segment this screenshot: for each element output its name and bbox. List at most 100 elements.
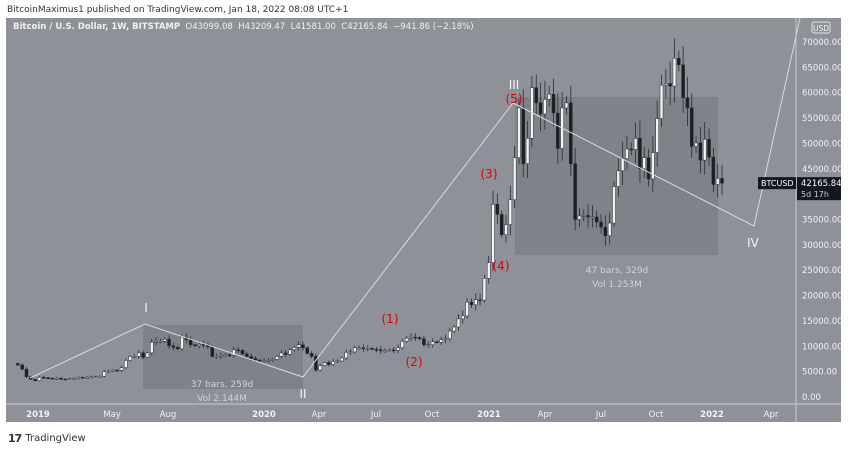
time-tick-label: May [103, 410, 121, 420]
candle [150, 338, 154, 356]
candle [538, 82, 543, 132]
candle [305, 346, 310, 355]
candle [577, 207, 582, 227]
candle-body [288, 349, 292, 355]
candle-body [240, 350, 245, 355]
candle-body [370, 348, 374, 350]
candle-body [24, 368, 29, 377]
candle [124, 358, 128, 370]
candle [353, 346, 357, 354]
candle-body [72, 378, 76, 380]
candle-body [193, 344, 197, 347]
time-tick-label: Jul [595, 410, 606, 420]
candle [201, 340, 206, 349]
time-tick-label: Apr [764, 410, 779, 420]
candle [564, 95, 569, 115]
candle [391, 346, 396, 353]
candle [318, 363, 322, 372]
last-price-tag [797, 177, 841, 201]
tradingview-logo[interactable]: 17 TradingView [8, 432, 86, 445]
candle-body [16, 363, 20, 366]
bar-countdown: 5d 17h [801, 190, 829, 199]
candle [603, 215, 608, 246]
candle [154, 337, 158, 346]
candle-body [253, 358, 258, 361]
candle-body [266, 360, 271, 362]
candle-body [504, 224, 508, 235]
candle [227, 353, 232, 357]
candle [171, 342, 176, 351]
candle-body [292, 347, 297, 351]
candle-body [409, 336, 413, 339]
candle-body [564, 102, 569, 109]
candle-body [616, 170, 621, 187]
candle-body [106, 370, 111, 373]
price-tick-label: 70000.00 [802, 38, 841, 48]
candle [465, 298, 469, 319]
candle-body [495, 204, 500, 215]
candle-body [331, 361, 335, 365]
candle [400, 338, 405, 350]
candle-body [681, 64, 685, 99]
range-volume-label: Vol 1.253M [592, 280, 642, 290]
candle-body [646, 157, 651, 180]
candle [422, 335, 426, 347]
price-tick-label: 65000.00 [802, 63, 841, 73]
candle-body [422, 338, 426, 346]
candle [677, 50, 681, 72]
candle-body [417, 337, 422, 339]
candle-body [20, 364, 24, 370]
price-tick-label: 55000.00 [802, 114, 841, 124]
candle-body [305, 347, 310, 354]
candle [327, 360, 331, 367]
candle-body [378, 349, 383, 352]
candle-body [340, 357, 344, 362]
candle-body [223, 354, 227, 357]
candle-body [439, 339, 443, 343]
candle [698, 126, 703, 174]
candle-body [633, 138, 638, 150]
candle [93, 375, 98, 378]
candle-body [37, 376, 42, 382]
price-tick-label: 0.00 [802, 393, 821, 403]
candle [106, 369, 111, 374]
candle [162, 337, 167, 344]
price-tick-label: 5000.00 [802, 368, 837, 378]
candle-body [668, 83, 672, 87]
candle [426, 341, 430, 349]
candle-body [543, 99, 547, 115]
candle [685, 76, 690, 127]
candle-body [46, 377, 50, 379]
candle-body [694, 142, 698, 147]
candle [266, 357, 271, 363]
chart-pane[interactable]: I II III IV (5) (3) (4) (1) (2) 37 bars, 259d Vol … [6, 18, 841, 422]
candle [443, 334, 448, 344]
candle [270, 357, 275, 363]
candle [512, 146, 517, 209]
candle-body [456, 318, 461, 328]
symbol-legend: Bitcoin / U.S. Dollar, 1W, BITSTAMP O430… [13, 22, 474, 32]
candle-body [586, 215, 590, 218]
candle-body [309, 353, 314, 357]
candle-body [89, 376, 94, 379]
candle-body [42, 376, 46, 379]
candle-body [534, 87, 538, 104]
candle [72, 377, 76, 380]
candle [551, 78, 556, 127]
candle [642, 147, 646, 178]
candle-body [508, 199, 513, 225]
candle-body [547, 93, 551, 100]
candle [612, 181, 616, 227]
candle [219, 352, 223, 359]
candle [413, 333, 418, 342]
candle [54, 376, 59, 380]
publisher-line: BitcoinMaximus1 published on TradingView… [7, 5, 349, 15]
candle [607, 212, 612, 245]
candle [366, 345, 370, 352]
candle [534, 74, 538, 115]
candle [128, 355, 132, 362]
logo-text: TradingView [25, 433, 86, 444]
wave-label-s1: (1) [382, 312, 399, 326]
candle [279, 350, 284, 359]
